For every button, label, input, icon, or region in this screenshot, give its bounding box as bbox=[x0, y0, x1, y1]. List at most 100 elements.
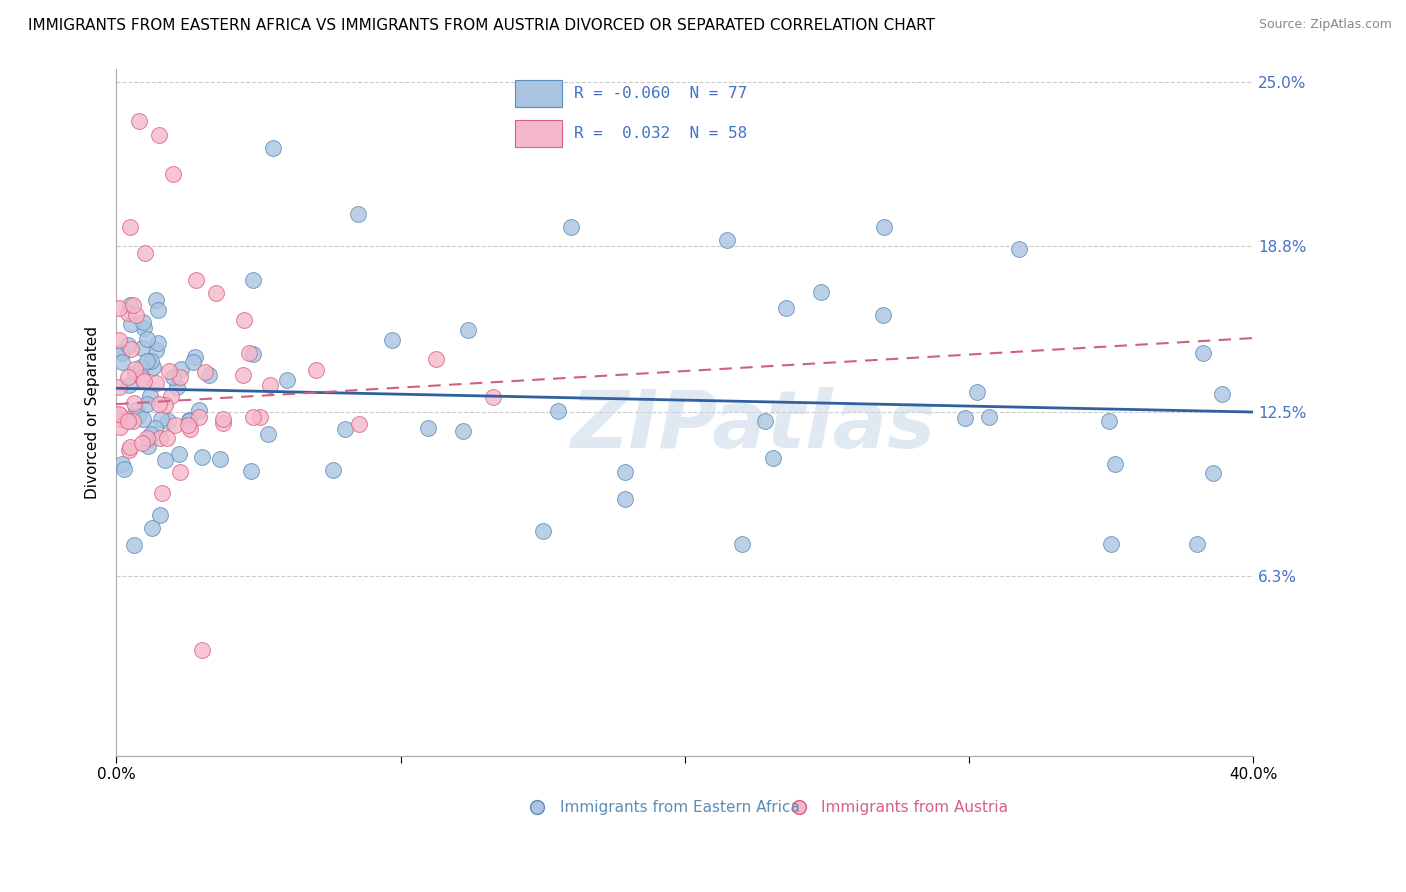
Point bbox=[135, 397, 157, 411]
Bar bbox=[516, 80, 562, 107]
Point bbox=[177, 414, 200, 428]
Point bbox=[193, 365, 215, 379]
Point bbox=[179, 412, 201, 426]
Point bbox=[117, 370, 139, 384]
Point bbox=[160, 389, 183, 403]
Point bbox=[249, 410, 271, 425]
Point bbox=[124, 366, 146, 380]
Point bbox=[134, 374, 156, 388]
Point bbox=[716, 233, 738, 247]
Point bbox=[1202, 466, 1225, 480]
Text: R = -0.060  N = 77: R = -0.060 N = 77 bbox=[574, 87, 748, 101]
Point bbox=[132, 321, 155, 335]
Point bbox=[242, 347, 264, 361]
Point bbox=[131, 342, 153, 356]
Point bbox=[148, 397, 170, 411]
Point bbox=[953, 411, 976, 425]
Text: R =  0.032  N = 58: R = 0.032 N = 58 bbox=[574, 127, 748, 141]
Point bbox=[108, 407, 131, 421]
Point bbox=[191, 450, 214, 465]
Point bbox=[188, 403, 211, 417]
Point bbox=[153, 453, 176, 467]
Point bbox=[153, 398, 176, 412]
Point bbox=[349, 417, 371, 432]
Point bbox=[149, 508, 172, 523]
Point bbox=[157, 363, 180, 377]
Text: Source: ZipAtlas.com: Source: ZipAtlas.com bbox=[1258, 18, 1392, 31]
Point bbox=[122, 538, 145, 552]
Point bbox=[156, 431, 179, 445]
Point bbox=[131, 436, 153, 450]
Point bbox=[136, 353, 159, 368]
Point bbox=[169, 370, 191, 384]
Point bbox=[184, 273, 207, 287]
Point bbox=[190, 643, 212, 657]
Point bbox=[873, 220, 896, 235]
Point bbox=[111, 346, 134, 360]
Point bbox=[157, 414, 180, 428]
Point bbox=[762, 450, 785, 465]
Point bbox=[117, 306, 139, 320]
Point bbox=[531, 524, 554, 538]
Text: ZIPatlas: ZIPatlas bbox=[571, 387, 935, 465]
Point bbox=[118, 377, 141, 392]
Point bbox=[138, 432, 160, 446]
Point bbox=[333, 422, 356, 436]
Point bbox=[111, 355, 134, 369]
Point bbox=[451, 424, 474, 438]
Point bbox=[347, 207, 370, 221]
Point bbox=[108, 380, 131, 394]
Point bbox=[112, 462, 135, 476]
Point bbox=[125, 308, 148, 322]
Point bbox=[145, 293, 167, 307]
Point bbox=[1185, 537, 1208, 551]
Point bbox=[177, 417, 200, 432]
Point bbox=[1192, 346, 1215, 360]
Point bbox=[121, 414, 143, 428]
Point bbox=[108, 301, 131, 315]
Point bbox=[108, 412, 131, 426]
Point bbox=[1098, 414, 1121, 428]
Text: IMMIGRANTS FROM EASTERN AFRICA VS IMMIGRANTS FROM AUSTRIA DIVORCED OR SEPARATED : IMMIGRANTS FROM EASTERN AFRICA VS IMMIGR… bbox=[28, 18, 935, 33]
Point bbox=[731, 537, 754, 551]
Point bbox=[143, 421, 166, 435]
Point bbox=[135, 431, 157, 445]
Point bbox=[118, 298, 141, 312]
Point bbox=[124, 403, 146, 417]
Point bbox=[810, 285, 832, 299]
Point bbox=[120, 342, 142, 356]
Point bbox=[132, 315, 155, 329]
Point bbox=[204, 286, 226, 301]
Point bbox=[124, 362, 146, 376]
Text: Immigrants from Austria: Immigrants from Austria bbox=[821, 799, 1008, 814]
Point bbox=[547, 404, 569, 418]
Text: Immigrants from Eastern Africa: Immigrants from Eastern Africa bbox=[560, 799, 800, 814]
Point bbox=[128, 114, 150, 128]
Point bbox=[166, 380, 188, 394]
Point bbox=[188, 409, 211, 424]
Point bbox=[305, 363, 328, 377]
Point bbox=[120, 220, 142, 235]
Point bbox=[560, 220, 582, 235]
Point bbox=[136, 439, 159, 453]
Point bbox=[425, 351, 447, 366]
Y-axis label: Divorced or Separated: Divorced or Separated bbox=[86, 326, 100, 499]
Point bbox=[242, 409, 264, 424]
Point bbox=[120, 317, 142, 331]
Point bbox=[162, 369, 184, 384]
Point bbox=[457, 323, 479, 337]
Point bbox=[139, 354, 162, 368]
Point bbox=[148, 303, 170, 318]
Point bbox=[122, 298, 145, 312]
Point bbox=[163, 418, 186, 433]
Point bbox=[242, 273, 264, 287]
Point bbox=[276, 373, 298, 387]
Point bbox=[162, 167, 184, 181]
Point bbox=[184, 350, 207, 364]
Point bbox=[169, 466, 191, 480]
Point bbox=[131, 371, 153, 385]
Point bbox=[259, 377, 281, 392]
Point bbox=[124, 396, 146, 410]
Point bbox=[1007, 243, 1029, 257]
Point bbox=[108, 408, 131, 422]
